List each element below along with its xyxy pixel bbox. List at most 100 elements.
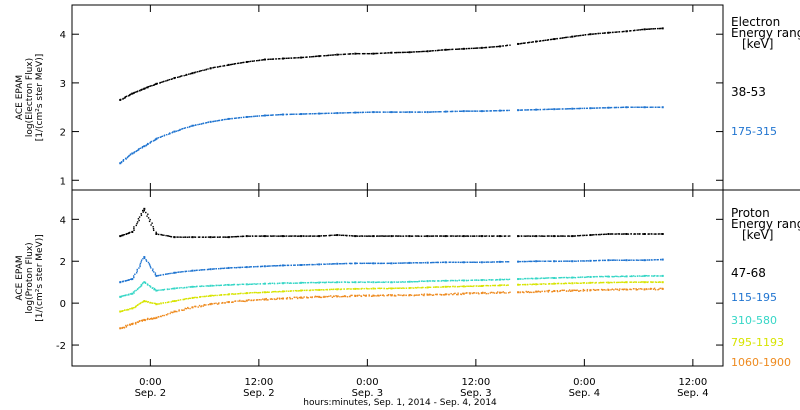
data-point [137, 90, 139, 92]
y-tick-label: 4 [60, 30, 66, 41]
data-point [237, 117, 239, 119]
data-point [622, 259, 624, 261]
data-point [247, 116, 249, 118]
data-point [146, 86, 148, 89]
data-point [180, 271, 183, 273]
data-point [343, 262, 345, 265]
data-point [362, 111, 365, 114]
data-point [372, 235, 375, 238]
data-point [597, 289, 600, 291]
data-point [571, 289, 574, 292]
data-point [365, 294, 367, 296]
data-point [658, 106, 660, 108]
data-point [469, 285, 472, 287]
data-point [262, 235, 265, 237]
data-point [424, 286, 427, 289]
data-point [275, 291, 277, 293]
data-point [544, 290, 546, 293]
data-point [641, 288, 643, 290]
data-point [217, 119, 220, 122]
data-point [556, 282, 559, 285]
data-point [654, 281, 657, 283]
data-point [589, 33, 592, 36]
data-point [606, 275, 609, 278]
data-point [404, 281, 407, 283]
data-point [656, 275, 658, 277]
data-point [305, 113, 307, 115]
data-point [564, 235, 566, 237]
data-point [263, 235, 266, 238]
data-point [225, 118, 227, 121]
data-point [494, 279, 497, 281]
data-point [504, 235, 507, 237]
data-point [361, 111, 364, 114]
data-point [248, 266, 251, 268]
data-point [316, 295, 318, 298]
data-point [506, 109, 508, 112]
data-point [234, 117, 236, 119]
data-point [657, 233, 660, 235]
data-point [190, 285, 192, 288]
data-point [345, 262, 348, 265]
data-point [652, 275, 654, 277]
data-point [577, 107, 579, 110]
data-point [621, 106, 623, 109]
data-point [607, 275, 610, 278]
data-point [142, 209, 144, 212]
data-point [134, 273, 136, 275]
data-point [546, 290, 548, 292]
data-point [473, 235, 476, 237]
data-point [255, 291, 258, 294]
data-point [218, 119, 221, 122]
data-point [457, 285, 459, 288]
data-point [396, 111, 398, 113]
data-point [136, 222, 138, 225]
data-point [382, 294, 384, 296]
data-point [270, 235, 273, 237]
data-point [216, 303, 219, 305]
data-point [611, 259, 614, 261]
data-point [645, 274, 648, 277]
data-point [334, 263, 336, 265]
data-point [125, 325, 128, 328]
data-point [454, 280, 457, 282]
data-point [343, 262, 346, 265]
data-point [302, 56, 305, 59]
data-point [215, 268, 218, 270]
data-point [521, 109, 523, 111]
data-point [460, 293, 463, 296]
data-point [210, 302, 213, 305]
data-point [413, 51, 415, 53]
data-point [496, 279, 498, 281]
data-point [620, 259, 623, 261]
data-point [507, 292, 510, 294]
data-point [525, 290, 527, 293]
data-point [249, 235, 251, 237]
data-point [314, 289, 316, 291]
data-point [612, 31, 614, 34]
data-point [341, 281, 343, 283]
data-point [622, 288, 625, 291]
data-point [517, 42, 520, 45]
data-point [619, 275, 622, 278]
data-point [538, 260, 541, 262]
data-point [406, 51, 409, 54]
data-point [321, 281, 324, 284]
data-point [508, 278, 511, 281]
data-point [638, 281, 640, 283]
data-point [299, 282, 302, 284]
data-point [193, 286, 195, 288]
data-point [473, 285, 475, 287]
data-point [394, 51, 396, 54]
data-point [172, 311, 174, 314]
data-point [168, 133, 170, 135]
data-point [251, 235, 254, 237]
data-point [566, 277, 569, 279]
data-point [544, 277, 546, 279]
data-point [564, 260, 566, 262]
data-point [444, 235, 447, 238]
data-point [193, 71, 196, 74]
data-point [435, 261, 437, 264]
data-point [388, 52, 390, 54]
data-point [505, 45, 507, 47]
